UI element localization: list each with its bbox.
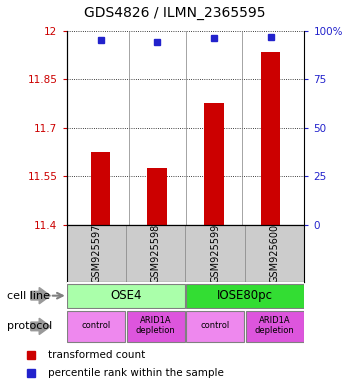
Bar <box>91 152 110 225</box>
Text: control: control <box>201 321 230 330</box>
Bar <box>67 283 185 308</box>
Bar <box>186 283 304 308</box>
Text: GSM925600: GSM925600 <box>270 224 280 283</box>
Text: control: control <box>82 321 111 330</box>
FancyArrow shape <box>31 288 50 304</box>
Bar <box>246 311 304 342</box>
Text: ARID1A
depletion: ARID1A depletion <box>136 316 176 335</box>
Text: protocol: protocol <box>7 321 52 331</box>
Text: GSM925597: GSM925597 <box>91 224 101 283</box>
Bar <box>186 311 244 342</box>
Text: OSE4: OSE4 <box>110 289 142 302</box>
Text: ARID1A
depletion: ARID1A depletion <box>255 316 295 335</box>
Text: cell line: cell line <box>7 291 50 301</box>
Text: GSM925599: GSM925599 <box>210 224 220 283</box>
Bar <box>204 103 224 225</box>
Bar <box>127 311 185 342</box>
Bar <box>67 311 125 342</box>
Text: GDS4826 / ILMN_2365595: GDS4826 / ILMN_2365595 <box>84 7 266 20</box>
Text: GSM925598: GSM925598 <box>151 224 161 283</box>
FancyArrow shape <box>31 318 50 334</box>
Text: IOSE80pc: IOSE80pc <box>217 289 273 302</box>
Bar <box>261 52 280 225</box>
Text: transformed count: transformed count <box>48 350 145 360</box>
Bar <box>147 168 167 225</box>
Text: percentile rank within the sample: percentile rank within the sample <box>48 368 224 378</box>
